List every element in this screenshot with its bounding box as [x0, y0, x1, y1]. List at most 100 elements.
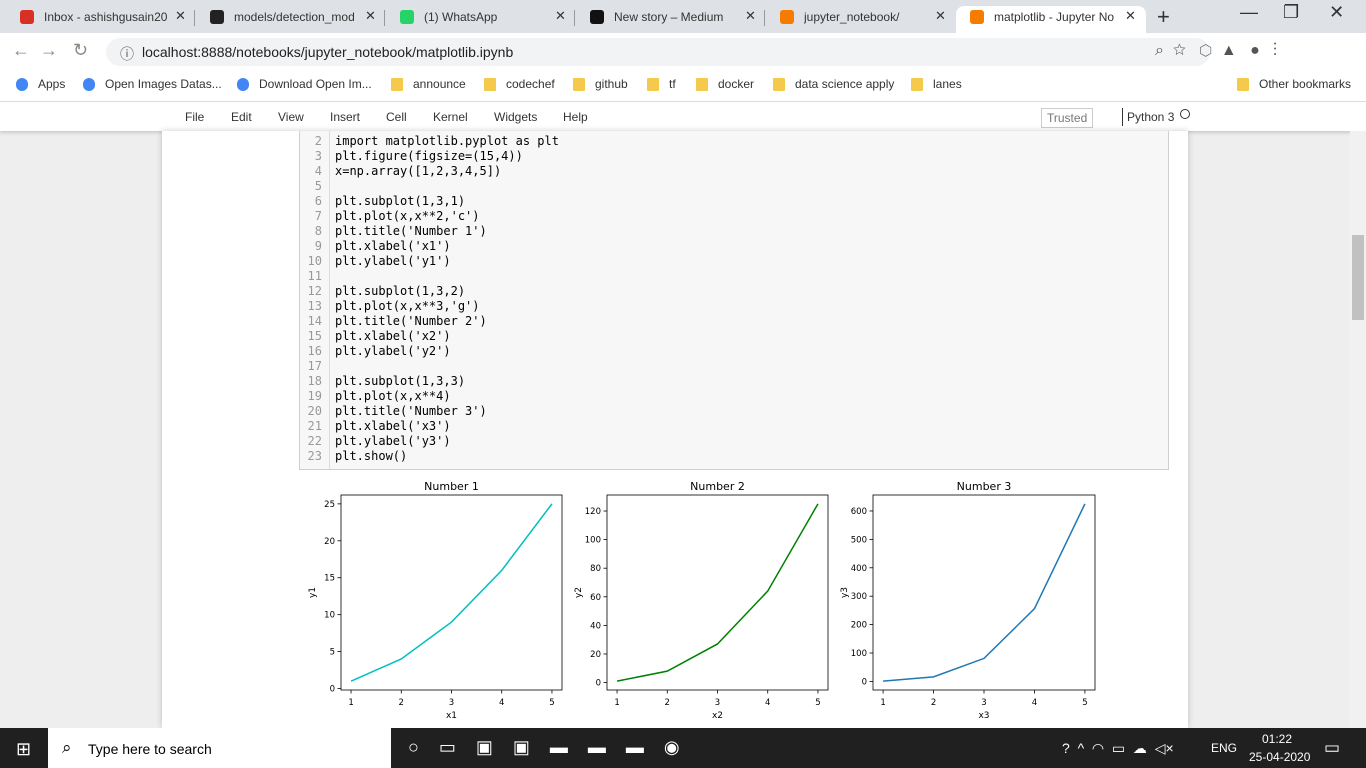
new-tab[interactable]: +	[1157, 4, 1170, 29]
axes-frame	[606, 494, 829, 691]
code-line: import matplotlib.pyplot as plt	[335, 134, 559, 148]
x-tick-label: 2	[665, 698, 670, 708]
tray-icons[interactable]: ? ^ ◠ ▭ ☁ ◁×	[1062, 740, 1174, 756]
tab-icon	[590, 10, 604, 24]
taskbar-apps[interactable]: ○ ▭ ▣ ▣ ▬ ▬ ▬ ◉	[408, 737, 680, 757]
bookmark[interactable]: tf	[669, 77, 676, 91]
menu-item[interactable]: Widgets	[494, 110, 538, 124]
tab-title[interactable]: (1) WhatsApp	[424, 10, 498, 24]
bookmark[interactable]: Apps	[38, 77, 66, 91]
tab-title[interactable]: jupyter_notebook/	[804, 10, 900, 24]
y-axis-label: y2	[574, 587, 584, 598]
code-line: plt.xlabel('x3')	[335, 419, 451, 433]
notifications[interactable]: ▭	[1324, 738, 1341, 757]
trusted-indicator[interactable]: Trusted	[1041, 108, 1094, 128]
tab-close[interactable]: ✕	[935, 8, 946, 23]
axes-frame	[340, 494, 563, 691]
tab-title[interactable]: models/detection_mod	[234, 10, 355, 24]
line-number: 22	[307, 434, 322, 448]
bookmark[interactable]: Download Open Im...	[259, 77, 372, 91]
search-placeholder[interactable]: Type here to search	[88, 741, 212, 757]
bookmark[interactable]: Open Images Datas...	[105, 77, 222, 91]
data-line	[883, 503, 1086, 682]
tab-title[interactable]: Inbox - ashishgusain20	[44, 10, 168, 24]
y-tick-label: 40	[590, 621, 601, 631]
line-number: 16	[307, 344, 322, 358]
y-axis-label: y1	[308, 587, 318, 598]
x-axis-label: x3	[978, 711, 989, 721]
line-number: 12	[307, 284, 322, 298]
tab-close[interactable]: ✕	[745, 8, 756, 23]
nav-buttons[interactable]: ← → ↻	[12, 40, 89, 60]
kernel-status	[1180, 109, 1190, 119]
line-number: 10	[307, 254, 322, 268]
menu-item[interactable]: File	[185, 110, 205, 124]
y-tick-label: 600	[851, 507, 867, 517]
y-tick-label: 20	[590, 650, 601, 660]
menu-item[interactable]: Edit	[231, 110, 252, 124]
menu-item[interactable]: Cell	[386, 110, 407, 124]
x-tick-label: 3	[981, 698, 986, 708]
tab-close[interactable]: ✕	[365, 8, 376, 23]
menu-item[interactable]: Help	[563, 110, 588, 124]
tab-close[interactable]: ✕	[555, 8, 566, 23]
language[interactable]: ENG	[1211, 741, 1238, 755]
bookmark[interactable]: announce	[413, 77, 466, 91]
data-line	[616, 503, 819, 682]
tab-icon	[970, 10, 984, 24]
x-tick-label: 1	[880, 698, 885, 708]
bookmark[interactable]: Other bookmarks	[1259, 77, 1352, 91]
clock-date[interactable]: 25-04-2020	[1249, 750, 1311, 764]
menu-item[interactable]: Insert	[330, 110, 361, 124]
start-button[interactable]: ⊞	[16, 739, 32, 759]
x-tick-label: 5	[1082, 698, 1087, 708]
omnibox[interactable]	[106, 38, 1210, 66]
url[interactable]: localhost:8888/notebooks/jupyter_noteboo…	[142, 44, 514, 60]
menu-item[interactable]: View	[278, 110, 304, 124]
code-line: plt.plot(x,x**3,'g')	[335, 299, 480, 313]
line-number: 7	[314, 209, 322, 223]
code-line: plt.title('Number 3')	[335, 404, 487, 418]
bookmark[interactable]: lanes	[933, 77, 962, 91]
bookmark[interactable]: codechef	[506, 77, 555, 91]
toolbar-icons[interactable]: ⌕ ☆ ⬡ ▲ ● ⋮	[1155, 42, 1278, 59]
chart-title: Number 2	[690, 480, 745, 493]
search-box[interactable]	[48, 728, 391, 768]
tab-title[interactable]: matplotlib - Jupyter No	[994, 10, 1115, 24]
active-tab[interactable]	[956, 6, 1146, 33]
tab-icon	[210, 10, 224, 24]
code-line: plt.ylabel('y3')	[335, 434, 451, 448]
code-line: plt.subplot(1,3,1)	[335, 194, 466, 208]
code-line: x=np.array([1,2,3,4,5])	[335, 164, 502, 178]
code-line: plt.xlabel('x2')	[335, 329, 451, 343]
bookmark[interactable]: github	[595, 77, 628, 91]
kernel-name: Python 3	[1127, 110, 1175, 124]
x-tick-label: 5	[815, 698, 820, 708]
line-number: 17	[307, 359, 322, 373]
line-number: 3	[314, 149, 322, 163]
y-tick-label: 5	[330, 648, 335, 658]
scrollbar[interactable]	[1350, 131, 1366, 728]
code-cell[interactable]	[299, 131, 1169, 470]
bookmark-icon	[391, 78, 403, 91]
gutter	[329, 131, 330, 469]
code-line: plt.subplot(1,3,2)	[335, 284, 466, 298]
menubar	[0, 102, 1366, 131]
bookmark-icon	[83, 78, 95, 91]
window-controls[interactable]: — ❐ ✕	[1240, 2, 1345, 22]
bookmark-icon	[696, 78, 708, 91]
clock-time[interactable]: 01:22	[1262, 732, 1293, 746]
tab-close[interactable]: ✕	[1125, 8, 1136, 23]
bookmark[interactable]: docker	[718, 77, 755, 91]
tab-title[interactable]: New story – Medium	[614, 10, 724, 24]
tab-icon	[780, 10, 794, 24]
y-tick-label: 80	[590, 564, 601, 574]
line-number: 9	[314, 239, 322, 253]
line-number: 6	[314, 194, 322, 208]
bookmark[interactable]: data science apply	[795, 77, 895, 91]
menu-item[interactable]: Kernel	[433, 110, 468, 124]
scroll-thumb[interactable]	[1352, 235, 1364, 320]
tab-close[interactable]: ✕	[175, 8, 186, 23]
x-axis-label: x2	[712, 711, 723, 721]
